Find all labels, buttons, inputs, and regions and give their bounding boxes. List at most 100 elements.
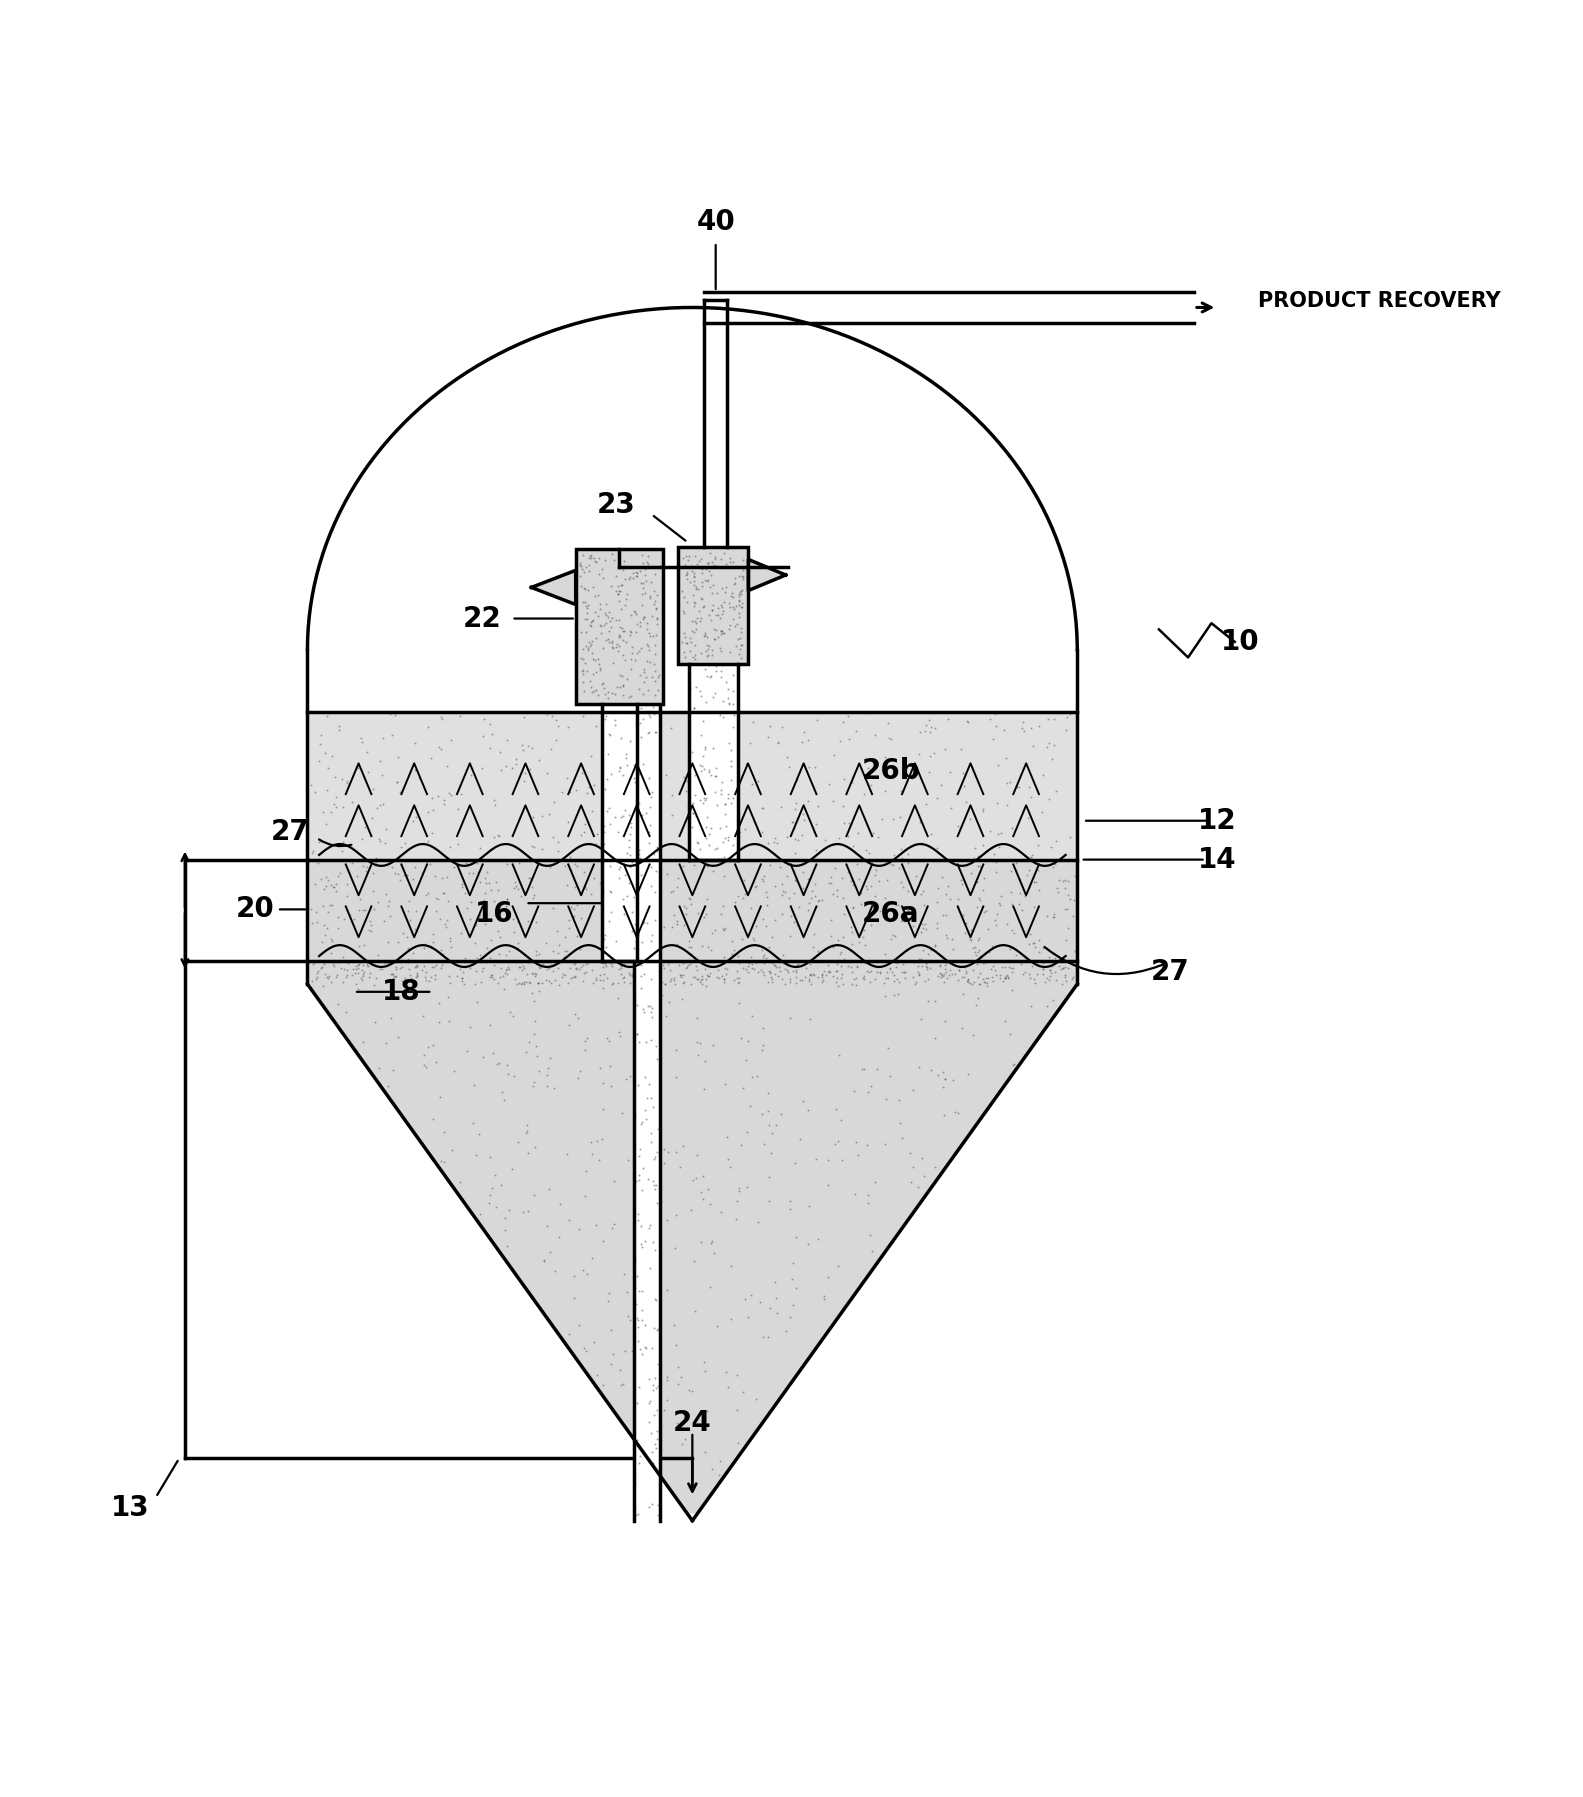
Point bbox=[627, 636, 652, 665]
Point bbox=[985, 900, 1010, 929]
Point bbox=[640, 1227, 665, 1256]
Point bbox=[798, 951, 823, 979]
Point bbox=[579, 1244, 605, 1272]
Point bbox=[901, 963, 926, 992]
Point bbox=[682, 828, 708, 857]
Point bbox=[784, 956, 809, 985]
Point bbox=[1007, 773, 1032, 801]
Point bbox=[382, 859, 407, 888]
Point bbox=[630, 573, 655, 602]
Point bbox=[953, 960, 978, 988]
Point bbox=[825, 963, 850, 992]
Point bbox=[434, 913, 459, 942]
Point bbox=[663, 1035, 689, 1064]
Point bbox=[728, 618, 754, 647]
Point bbox=[727, 586, 752, 615]
Point bbox=[595, 798, 621, 827]
Polygon shape bbox=[470, 1211, 913, 1218]
Point bbox=[345, 952, 370, 981]
Point bbox=[997, 767, 1023, 796]
Point bbox=[638, 920, 663, 949]
Point bbox=[735, 1173, 760, 1202]
Point bbox=[844, 951, 869, 979]
Point bbox=[609, 1100, 635, 1129]
Point bbox=[649, 981, 674, 1010]
Point bbox=[651, 951, 676, 979]
Point bbox=[761, 827, 787, 855]
Point bbox=[478, 710, 503, 739]
Point bbox=[633, 952, 659, 981]
Point bbox=[562, 949, 587, 978]
Point bbox=[560, 949, 586, 978]
Point bbox=[657, 988, 682, 1017]
Point bbox=[450, 958, 475, 987]
Polygon shape bbox=[446, 1179, 939, 1184]
Point bbox=[681, 559, 706, 588]
Polygon shape bbox=[581, 1366, 804, 1373]
Point bbox=[570, 967, 595, 996]
Point bbox=[619, 848, 644, 877]
Point bbox=[738, 1281, 763, 1310]
Point bbox=[609, 661, 635, 690]
Point bbox=[589, 1125, 614, 1154]
Point bbox=[345, 960, 370, 988]
Point bbox=[325, 861, 350, 890]
Point bbox=[700, 640, 725, 668]
Point bbox=[404, 951, 429, 979]
Point bbox=[581, 1328, 606, 1357]
Point bbox=[503, 872, 529, 900]
Point bbox=[685, 828, 711, 857]
Point bbox=[391, 861, 416, 890]
Point bbox=[488, 922, 513, 951]
Point bbox=[708, 701, 733, 730]
Point bbox=[777, 1186, 803, 1215]
Point bbox=[320, 947, 345, 976]
Point bbox=[424, 884, 450, 913]
Point bbox=[644, 604, 670, 633]
Point bbox=[727, 967, 752, 996]
Point bbox=[609, 722, 635, 751]
Point bbox=[296, 947, 321, 976]
Point bbox=[329, 837, 355, 866]
Point bbox=[852, 915, 877, 943]
Point bbox=[937, 960, 962, 988]
Point bbox=[978, 954, 1004, 983]
Point bbox=[993, 963, 1018, 992]
Point bbox=[557, 778, 583, 807]
Point bbox=[355, 949, 380, 978]
Point bbox=[1018, 782, 1043, 810]
Point bbox=[891, 958, 917, 987]
Point bbox=[701, 947, 727, 976]
Point bbox=[643, 895, 668, 924]
Point bbox=[670, 627, 695, 656]
Point bbox=[673, 900, 698, 929]
Point bbox=[663, 1332, 689, 1360]
Point bbox=[784, 958, 809, 987]
Point bbox=[640, 1377, 665, 1405]
Point bbox=[681, 800, 706, 828]
Point bbox=[385, 859, 410, 888]
Point bbox=[519, 958, 545, 987]
Point bbox=[777, 1003, 803, 1031]
Point bbox=[731, 866, 757, 895]
Point bbox=[687, 785, 712, 814]
Point bbox=[818, 922, 844, 951]
Point bbox=[665, 1409, 690, 1438]
Point bbox=[716, 947, 741, 976]
Point bbox=[697, 600, 722, 629]
Point bbox=[386, 778, 412, 807]
Polygon shape bbox=[532, 570, 576, 604]
Point bbox=[383, 961, 408, 990]
Point bbox=[545, 916, 570, 945]
Point bbox=[606, 624, 632, 652]
Point bbox=[317, 961, 342, 990]
Point bbox=[923, 1024, 948, 1053]
Point bbox=[527, 940, 552, 969]
Point bbox=[777, 900, 803, 929]
Point bbox=[822, 879, 847, 907]
Point bbox=[749, 1100, 774, 1129]
Point bbox=[837, 913, 863, 942]
Point bbox=[435, 906, 461, 934]
Point bbox=[825, 882, 850, 911]
Point bbox=[845, 927, 871, 956]
